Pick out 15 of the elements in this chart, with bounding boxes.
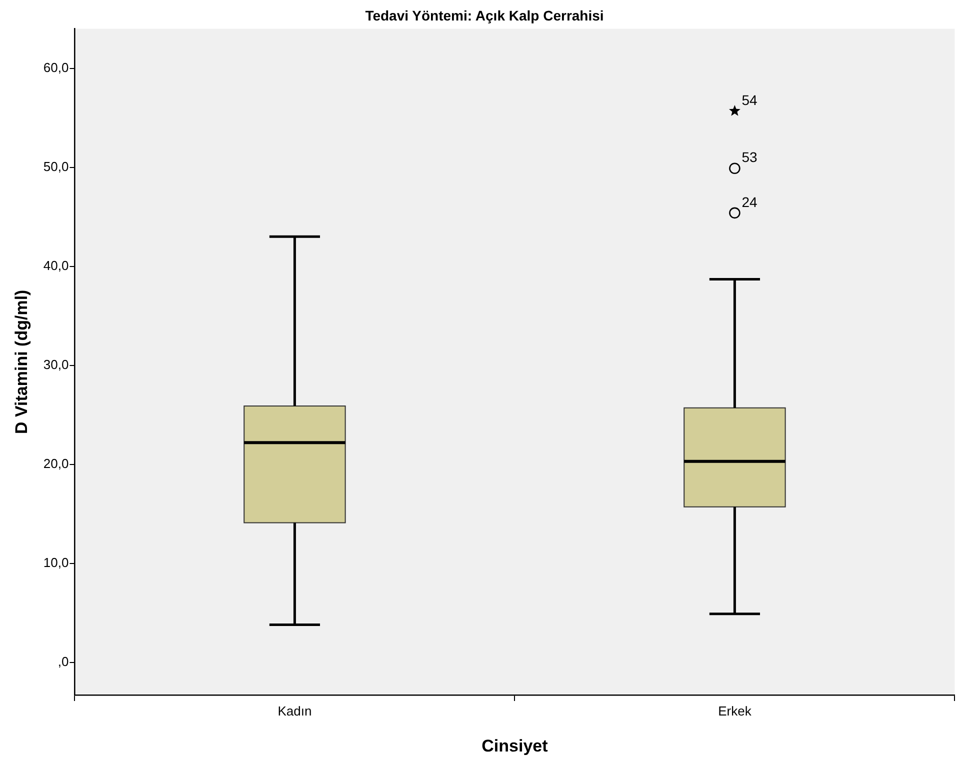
y-tick-label: 20,0 [43,456,69,471]
y-axis-title: D Vitamini (dg/ml) [12,290,31,434]
y-tick-label: 10,0 [43,554,69,570]
chart-title: Tedavi Yöntemi: Açık Kalp Cerrahisi [365,7,604,24]
annotation: 24 [742,194,758,210]
annotation: 54 [742,92,758,108]
y-tick-label: 60,0 [43,60,69,75]
x-tick-label: Kadın [278,703,312,718]
y-tick-label: 50,0 [43,158,69,174]
annotation: 53 [742,149,758,166]
y-tick-label: 40,0 [43,258,69,273]
x-tick-label: Erkek [718,703,752,718]
y-tick-label: 30,0 [43,356,69,372]
x-axis-title: Cinsiyet [482,736,548,756]
y-tick-label: ,0 [58,654,69,669]
